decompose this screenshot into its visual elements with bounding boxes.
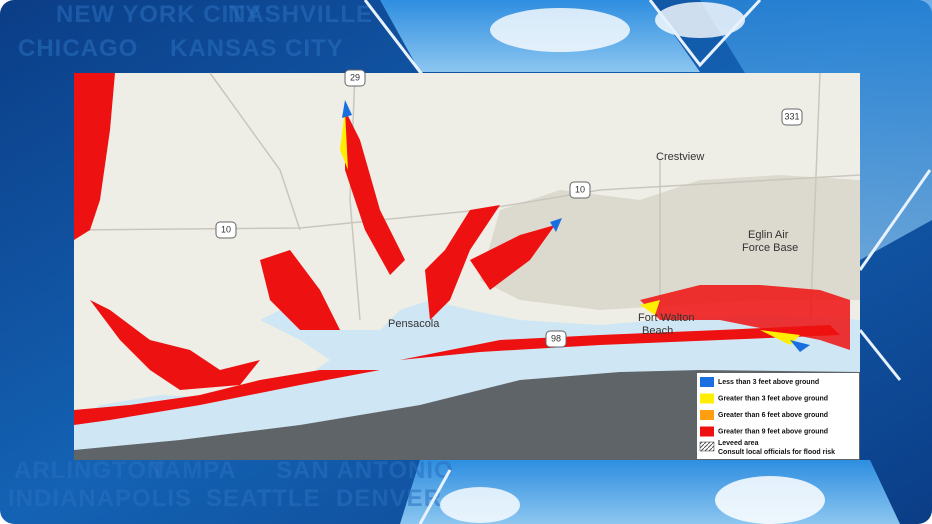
background-word: TAMPA [150, 457, 237, 484]
legend-swatch [699, 441, 715, 452]
flood-zones-shallow [340, 110, 800, 345]
road-shields: 29 10 10 331 98 [215, 69, 803, 348]
cloud [490, 8, 630, 52]
background-word: SEATTLE [206, 485, 321, 512]
legend-label: Greater than 3 feet above ground [718, 395, 828, 402]
shield-label: 29 [350, 72, 360, 82]
legend-swatch [700, 393, 714, 404]
background-word: SAN ANTONIO [276, 457, 454, 484]
legend-label: Leveed area [718, 440, 759, 447]
place-label: Eglin Air [748, 229, 789, 241]
background-word: NASHVILLE [228, 1, 373, 28]
shield-label: 98 [551, 333, 561, 343]
cloud [440, 487, 520, 523]
shield-label: 10 [221, 224, 231, 234]
legend: Less than 3 feet above ground Greater tha… [697, 373, 859, 459]
place-label: Pensacola [388, 318, 440, 330]
background-word: CHICAGO [18, 35, 138, 62]
shield [781, 108, 803, 126]
legend-swatch [700, 377, 714, 387]
cloud [655, 2, 745, 38]
legend-swatch [700, 426, 714, 437]
flood-zones-blue [342, 100, 810, 352]
legend-label: Greater than 9 feet above ground [718, 428, 828, 435]
background-word: INDIANAPOLIS [8, 485, 192, 512]
gulf-mask [74, 370, 860, 460]
base-area [480, 175, 860, 310]
shield-label: 331 [784, 111, 799, 121]
background-word: DENVER [336, 485, 442, 512]
shield [215, 221, 237, 239]
shield [344, 69, 366, 87]
place-label: Beach [642, 325, 673, 337]
cloud [715, 476, 825, 524]
legend-label: Greater than 6 feet above ground [718, 412, 828, 419]
place-label: Crestview [656, 151, 704, 163]
legend-label: Less than 3 feet above ground [718, 379, 819, 386]
background-word: ARLINGTON [14, 457, 165, 484]
shield [569, 181, 591, 199]
legend-swatch [700, 410, 714, 420]
place-label: Force Base [742, 242, 798, 254]
background-word: KANSAS CITY [170, 35, 344, 62]
flood-zones [74, 73, 850, 425]
legend-box [697, 373, 859, 459]
legend-note: Consult local officials for flood risk [718, 449, 835, 456]
shield [545, 330, 567, 348]
background-word: NEW YORK CITY [56, 1, 262, 28]
map: 29 10 10 331 98 Crestview Eglin Air Force Ba… [73, 69, 861, 460]
shield-label: 10 [575, 184, 585, 194]
place-label: Fort Walton [638, 312, 694, 324]
